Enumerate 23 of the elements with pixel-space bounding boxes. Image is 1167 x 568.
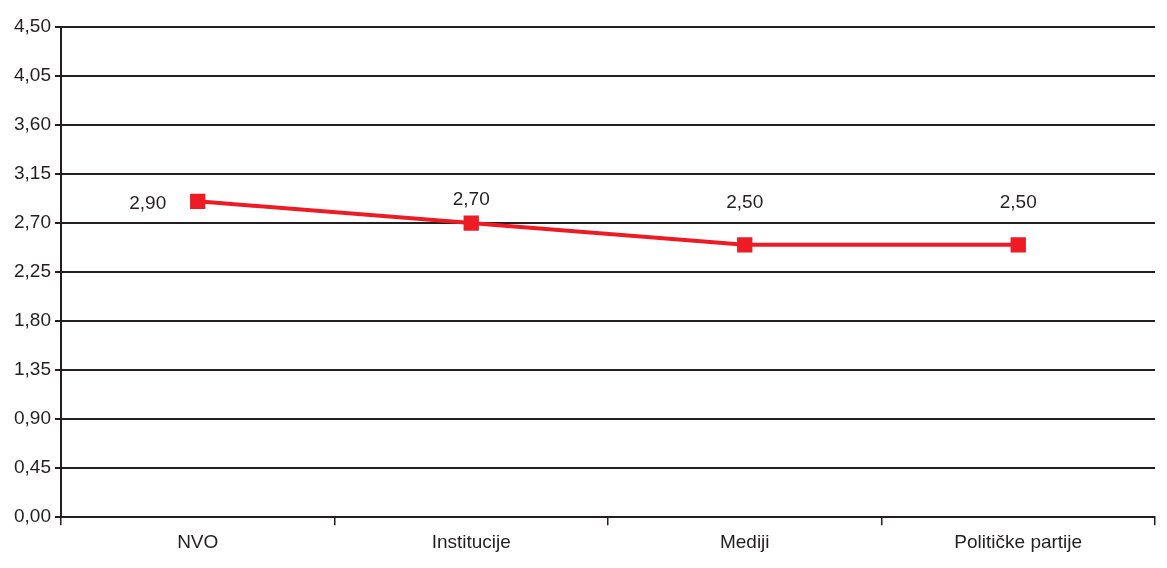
y-tick-label: 4,05 [14,64,51,86]
data-label: 2,90 [129,192,167,214]
x-tick-label: Mediji [719,530,770,552]
y-tick-label: 1,35 [14,358,51,380]
y-tick-label: 0,90 [14,407,51,429]
y-tick-label: 1,80 [14,309,51,331]
x-tick-label: Institucije [431,530,511,552]
data-label: 2,50 [726,190,764,212]
y-tick-label: 2,25 [14,260,51,282]
point [737,237,753,253]
data-label: 2,70 [452,187,490,209]
y-tick-label: 2,70 [14,211,51,233]
x-tick-label: Političke partije [954,530,1083,552]
x-tick-label: NVO [177,530,219,552]
y-tick-label: 0,45 [14,456,51,478]
y-tick-label: 3,60 [14,113,51,135]
data-label: 2,50 [999,190,1037,212]
point [190,193,206,209]
y-tick-label: 4,50 [14,15,51,37]
point [1010,237,1026,253]
y-tick-label: 0,00 [14,505,51,527]
y-tick-label: 3,15 [14,162,51,184]
point [463,215,479,231]
